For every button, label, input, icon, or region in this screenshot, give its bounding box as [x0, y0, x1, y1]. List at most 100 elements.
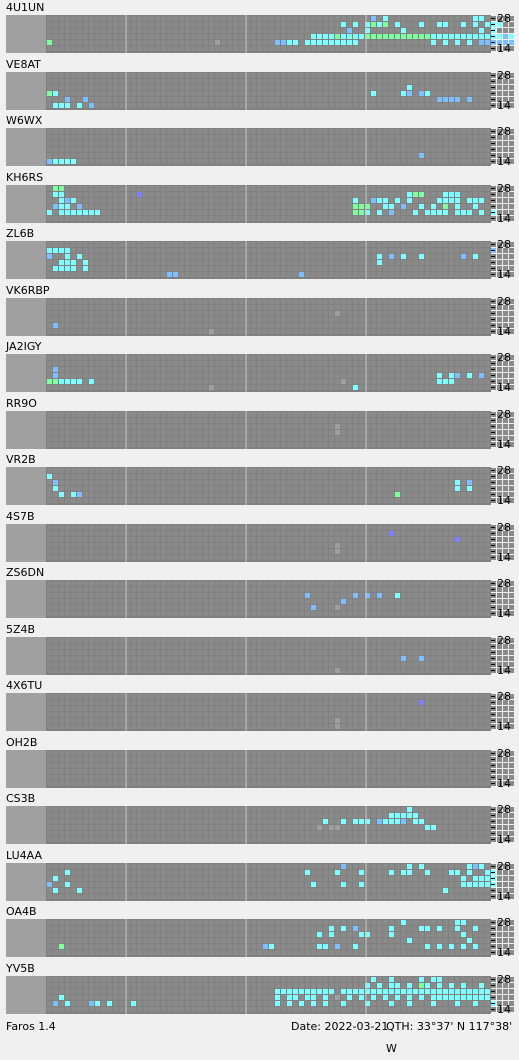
propagation-grid: [6, 354, 491, 392]
propagation-grid: [6, 411, 491, 449]
band-tick: [491, 218, 495, 219]
band-tick: [491, 363, 495, 364]
band-tick: [491, 438, 495, 439]
band-tick: [491, 137, 495, 138]
axis-label-top: 28: [497, 352, 511, 363]
beacon-name: 4U1UN: [6, 2, 44, 14]
band-tick: [491, 155, 495, 156]
band-tick: [491, 93, 495, 94]
axis-label-bottom: 14: [497, 213, 511, 224]
band-tick: [491, 161, 495, 162]
band-tick: [491, 188, 495, 189]
beacon-name: VK6RBP: [6, 285, 50, 297]
axis-label-top: 28: [497, 13, 511, 24]
axis-label-bottom: 14: [497, 495, 511, 506]
hour-separators: [6, 354, 491, 392]
axis-label-top: 28: [497, 296, 511, 307]
beacon-name: RR9O: [6, 398, 37, 410]
hour-separators: [6, 467, 491, 505]
beacon-name: VR2B: [6, 454, 36, 466]
band-tick: [491, 369, 495, 370]
propagation-grid: [6, 128, 491, 166]
band-tick: [491, 527, 495, 528]
band-tick: [491, 87, 495, 88]
band-axis: 28 14: [491, 354, 519, 392]
hour-separators: [6, 524, 491, 562]
band-tick: [491, 476, 495, 477]
propagation-grid: [6, 185, 491, 223]
hour-separators: [6, 241, 491, 279]
propagation-grid: [6, 15, 491, 53]
band-tick: [491, 99, 495, 100]
band-tick: [491, 131, 495, 132]
beacon-name: JA2IGY: [6, 341, 42, 353]
beacon-panel: JA2IGY 28 14: [0, 339, 519, 395]
band-tick: [491, 500, 495, 501]
band-tick: [491, 494, 495, 495]
band-tick: [491, 105, 495, 106]
band-tick: [491, 426, 495, 427]
band-tick: [491, 539, 495, 540]
band-tick: [491, 331, 495, 332]
band-tick: [491, 325, 495, 326]
band-tick: [491, 545, 495, 546]
band-axis: 28 14: [491, 524, 519, 562]
band-tick: [491, 194, 495, 195]
band-tick: [491, 444, 495, 445]
band-axis: 28 14: [491, 298, 519, 336]
axis-label-top: 28: [497, 409, 511, 420]
band-tick: [491, 18, 495, 19]
hour-separators: [6, 72, 491, 110]
band-tick: [491, 533, 495, 534]
beacon-panel: VK6RBP 28 14: [0, 283, 519, 339]
beacon-name: VE8AT: [6, 59, 41, 71]
band-tick: [491, 307, 495, 308]
band-tick: [491, 414, 495, 415]
band-tick: [491, 268, 495, 269]
band-tick: [491, 256, 495, 257]
band-tick: [491, 301, 495, 302]
band-tick: [491, 42, 495, 43]
band-tick: [491, 432, 495, 433]
axis-label-bottom: 14: [497, 552, 511, 563]
axis-label-bottom: 14: [497, 43, 511, 54]
beacon-name: ZL6B: [6, 228, 34, 240]
propagation-grid: [6, 241, 491, 279]
band-tick: [491, 244, 495, 245]
axis-label-bottom: 14: [497, 439, 511, 450]
band-tick: [491, 30, 495, 31]
band-tick: [491, 319, 495, 320]
band-tick: [491, 48, 495, 49]
band-tick: [491, 143, 495, 144]
hour-separators: [6, 128, 491, 166]
band-tick: [491, 81, 495, 82]
beacon-name: 4S7B: [6, 511, 35, 523]
band-tick: [491, 206, 495, 207]
axis-label-top: 28: [497, 522, 511, 533]
hour-separators: [6, 411, 491, 449]
band-tick: [491, 470, 495, 471]
band-tick: [491, 313, 495, 314]
axis-label-top: 28: [497, 239, 511, 250]
propagation-grid: [6, 467, 491, 505]
band-tick: [491, 24, 495, 25]
band-tick: [491, 250, 495, 251]
band-tick: [491, 262, 495, 263]
axis-label-top: 28: [497, 70, 511, 81]
band-tick: [491, 200, 495, 201]
hour-separators: [6, 185, 491, 223]
axis-label-bottom: 14: [497, 326, 511, 337]
band-tick: [491, 482, 495, 483]
hour-separators: [6, 15, 491, 53]
band-tick: [491, 557, 495, 558]
axis-label-bottom: 14: [497, 382, 511, 393]
band-tick: [491, 420, 495, 421]
